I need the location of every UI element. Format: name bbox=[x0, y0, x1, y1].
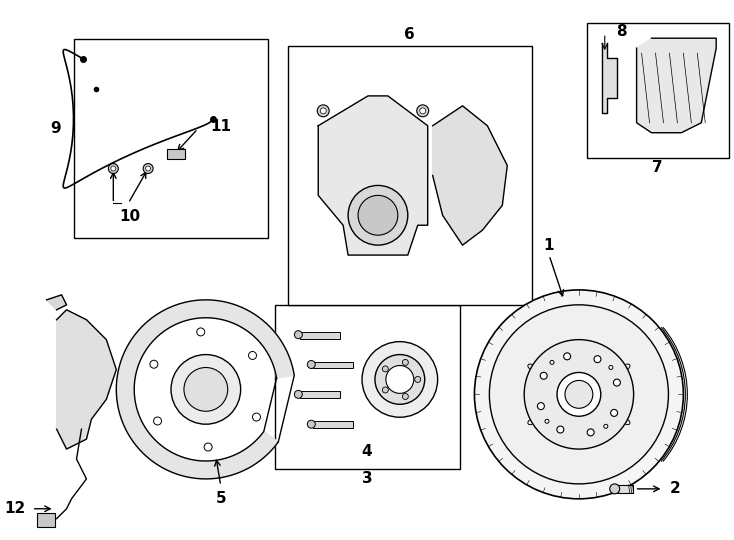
Circle shape bbox=[614, 379, 620, 386]
Bar bbox=[313, 421, 353, 428]
Text: 4: 4 bbox=[362, 443, 372, 458]
Circle shape bbox=[362, 342, 437, 417]
Circle shape bbox=[382, 387, 388, 393]
Text: 8: 8 bbox=[617, 24, 627, 39]
Circle shape bbox=[594, 356, 601, 363]
Circle shape bbox=[490, 305, 669, 484]
Circle shape bbox=[375, 355, 425, 404]
Circle shape bbox=[294, 390, 302, 399]
Polygon shape bbox=[47, 295, 67, 310]
Circle shape bbox=[382, 366, 388, 372]
Circle shape bbox=[604, 424, 608, 428]
Circle shape bbox=[610, 484, 619, 494]
Circle shape bbox=[111, 166, 116, 171]
Polygon shape bbox=[116, 300, 294, 479]
Circle shape bbox=[545, 419, 549, 423]
Circle shape bbox=[565, 380, 593, 408]
Text: 3: 3 bbox=[362, 471, 372, 487]
Bar bbox=[300, 332, 340, 339]
Circle shape bbox=[550, 360, 554, 364]
Circle shape bbox=[204, 443, 212, 451]
Text: 11: 11 bbox=[210, 119, 231, 134]
Polygon shape bbox=[57, 310, 116, 449]
Polygon shape bbox=[319, 96, 428, 255]
Polygon shape bbox=[636, 38, 716, 133]
Circle shape bbox=[611, 409, 617, 416]
Circle shape bbox=[252, 413, 261, 421]
Circle shape bbox=[348, 185, 408, 245]
Bar bbox=[313, 361, 353, 368]
Circle shape bbox=[402, 360, 408, 366]
Circle shape bbox=[249, 352, 256, 360]
Circle shape bbox=[294, 330, 302, 339]
Text: 9: 9 bbox=[51, 122, 61, 136]
Polygon shape bbox=[432, 106, 507, 245]
Bar bbox=[275, 305, 459, 469]
Text: 6: 6 bbox=[404, 26, 415, 42]
Bar bbox=[587, 23, 729, 158]
Text: 12: 12 bbox=[4, 501, 26, 516]
Bar bbox=[288, 46, 532, 305]
Circle shape bbox=[540, 372, 547, 379]
Circle shape bbox=[587, 429, 594, 436]
Circle shape bbox=[320, 108, 326, 114]
Circle shape bbox=[184, 368, 228, 411]
Bar bbox=[300, 392, 340, 399]
Circle shape bbox=[150, 360, 158, 368]
Circle shape bbox=[564, 353, 570, 360]
Text: 5: 5 bbox=[216, 491, 226, 507]
Bar bbox=[37, 513, 54, 526]
Circle shape bbox=[402, 394, 408, 400]
Bar bbox=[167, 148, 185, 159]
Circle shape bbox=[415, 376, 421, 382]
Circle shape bbox=[308, 361, 316, 368]
Circle shape bbox=[145, 166, 150, 171]
Circle shape bbox=[358, 195, 398, 235]
Circle shape bbox=[609, 366, 613, 369]
Circle shape bbox=[524, 340, 633, 449]
Circle shape bbox=[417, 105, 429, 117]
Text: 7: 7 bbox=[653, 160, 663, 175]
Circle shape bbox=[474, 290, 683, 499]
Bar bbox=[617, 485, 633, 493]
Circle shape bbox=[557, 426, 564, 433]
Circle shape bbox=[386, 366, 414, 393]
Text: 2: 2 bbox=[670, 481, 680, 496]
Text: 1: 1 bbox=[544, 238, 554, 253]
Circle shape bbox=[197, 328, 205, 336]
Circle shape bbox=[153, 417, 161, 425]
Circle shape bbox=[308, 420, 316, 428]
Circle shape bbox=[143, 164, 153, 173]
Circle shape bbox=[109, 164, 118, 173]
Polygon shape bbox=[602, 43, 617, 113]
Circle shape bbox=[557, 373, 601, 416]
Text: 10: 10 bbox=[120, 209, 141, 224]
Circle shape bbox=[317, 105, 329, 117]
Circle shape bbox=[537, 403, 545, 410]
Circle shape bbox=[420, 108, 426, 114]
Circle shape bbox=[171, 355, 241, 424]
Bar bbox=[73, 39, 267, 238]
